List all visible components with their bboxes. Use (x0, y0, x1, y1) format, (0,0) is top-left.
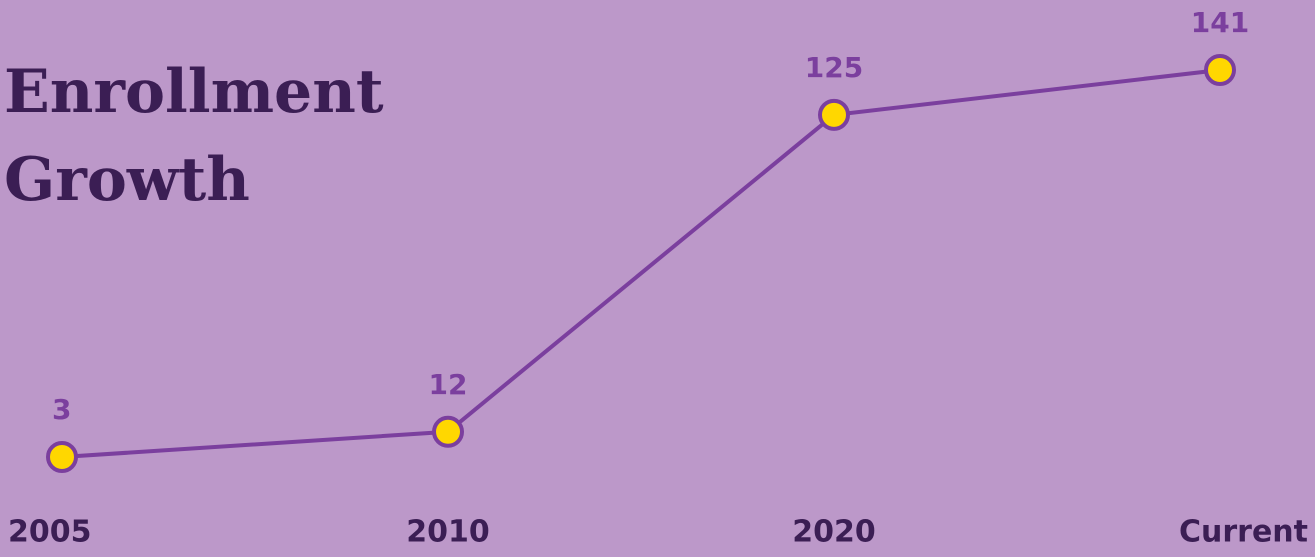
point (818, 98, 850, 131)
x-tick-label: Current (1179, 515, 1308, 550)
point (46, 441, 78, 473)
x-tick-label: 2010 (406, 515, 490, 550)
line (61, 68, 1221, 459)
data-label: 3 (52, 393, 71, 426)
point (432, 415, 464, 448)
data-label: 125 (805, 51, 863, 84)
point (1204, 54, 1236, 86)
chart-title: Enrollment Growth (4, 57, 384, 215)
data-label: 12 (429, 368, 468, 401)
data-label: 141 (1191, 6, 1249, 39)
x-tick-label: 2020 (792, 515, 876, 550)
x-tick-label: 2005 (8, 515, 92, 550)
